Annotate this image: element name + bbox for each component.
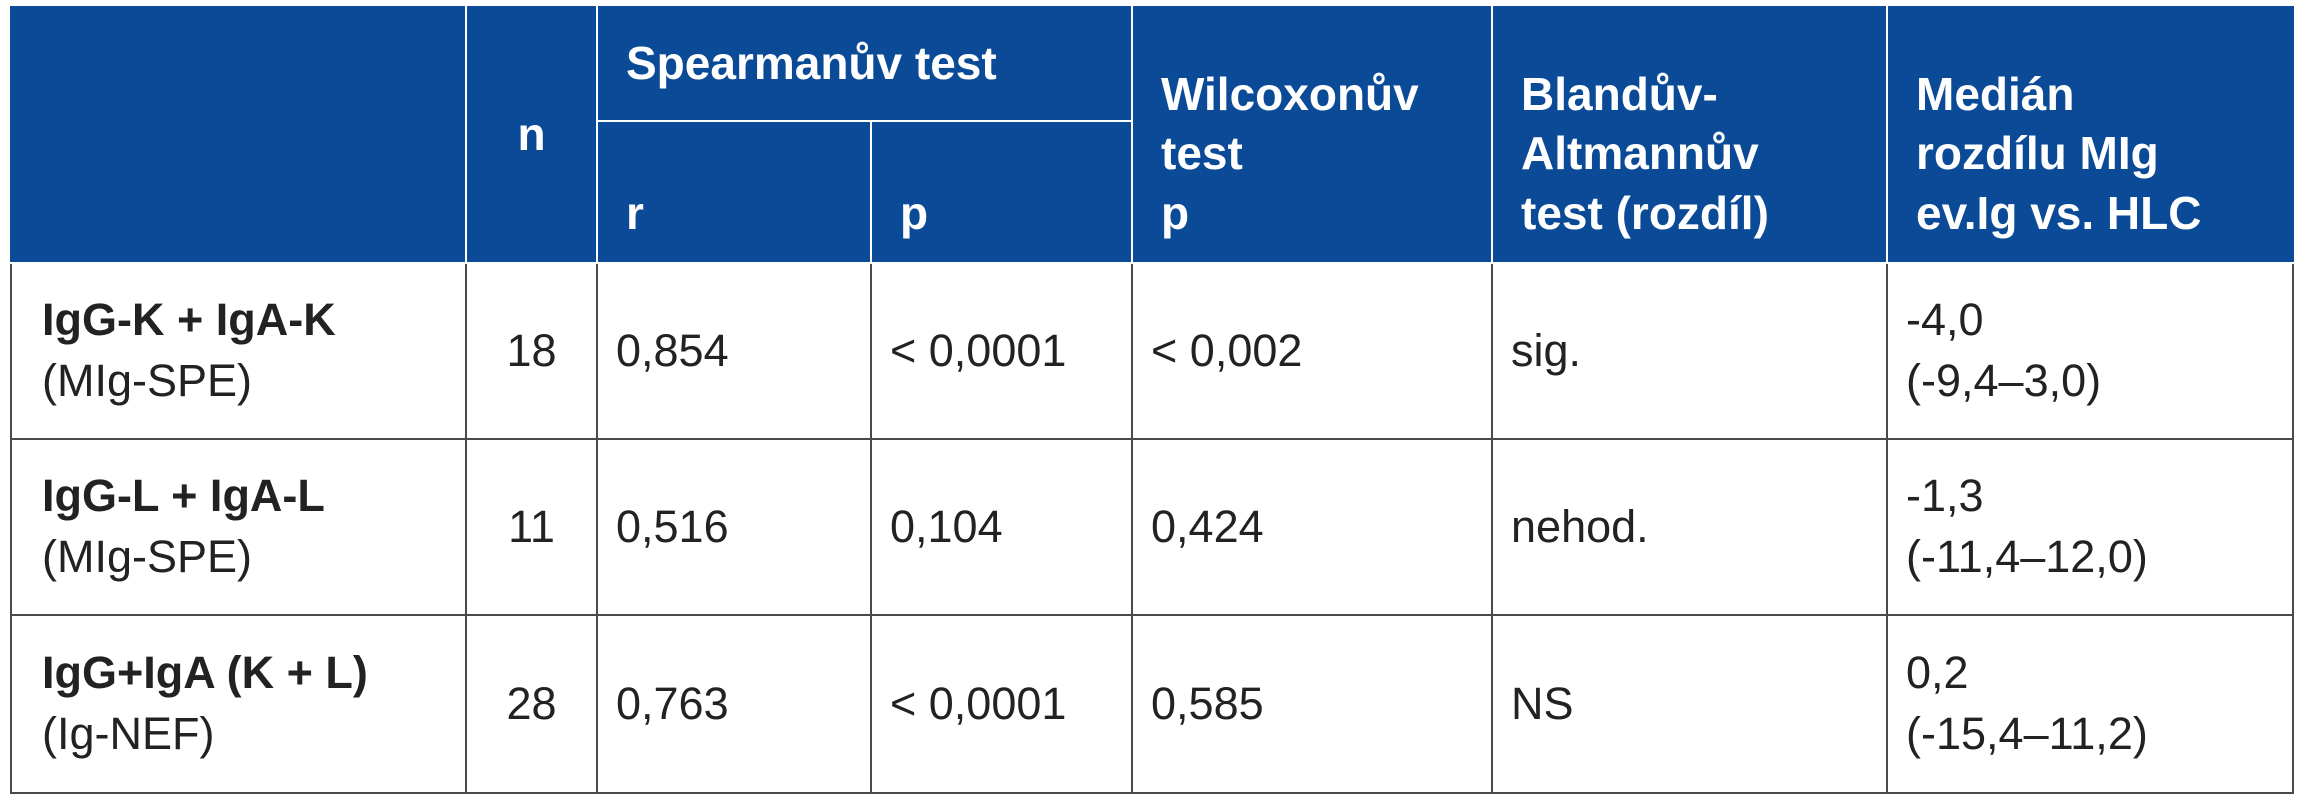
cell-bland-altman: nehod. [1491,438,1889,616]
cell-p: < 0,0001 [869,614,1134,794]
cell-median-value: -4,0 [1906,294,1984,346]
statistics-table: n Spearmanův test Wilcoxonův test p Blan… [10,6,2295,794]
cell-median-value: 0,2 [1906,647,1969,699]
header-bland-line3: test (rozdíl) [1521,187,1769,240]
row-label-sub: (Ig-NEF) [42,708,215,759]
header-median-line3: ev.Ig vs. HLC [1916,187,2202,240]
cell-n: 28 [465,614,598,794]
cell-r: 0,763 [596,614,872,794]
cell-median: -1,3 (-11,4–12,0) [1886,438,2295,616]
cell-median-range: (-11,4–12,0) [1906,531,2148,582]
row-label: IgG-L + IgA-L (MIg-SPE) [10,438,467,616]
header-bland-altman: Blandův- Altmannův test (rozdíl) [1491,6,1889,264]
cell-p: < 0,0001 [869,262,1134,440]
cell-median-range: (-9,4–3,0) [1906,355,2102,406]
table-row: IgG-K + IgA-K (MIg-SPE) 18 0,854 < 0,000… [10,262,2295,440]
header-wilcoxon: Wilcoxonův test p [1131,6,1494,264]
header-wilcoxon-line2: test [1161,127,1243,180]
cell-median: 0,2 (-15,4–11,2) [1886,614,2295,794]
row-label-main: IgG-K + IgA-K [42,294,336,346]
cell-r: 0,854 [596,262,872,440]
header-median-line1: Medián [1916,67,2075,120]
row-label-main: IgG-L + IgA-L [42,470,325,522]
header-spearman: Spearmanův test [595,6,1134,122]
header-bland-line1: Blandův- [1521,67,1718,120]
cell-median-range: (-15,4–11,2) [1906,708,2148,759]
header-wilcoxon-line3: p [1161,187,1190,240]
cell-wilcoxon-p: 0,585 [1131,614,1494,794]
header-spearman-r: r [596,120,872,264]
cell-bland-altman: sig. [1491,262,1889,440]
table-row: IgG-L + IgA-L (MIg-SPE) 11 0,516 0,104 0… [10,438,2295,616]
cell-p: 0,104 [869,438,1134,616]
row-label-sub: (MIg-SPE) [42,355,253,406]
cell-wilcoxon-p: 0,424 [1131,438,1494,616]
row-label-sub: (MIg-SPE) [42,531,253,582]
header-bland-line2: Altmannův [1521,127,1759,180]
cell-wilcoxon-p: < 0,002 [1131,262,1494,440]
cell-bland-altman: NS [1491,614,1889,794]
row-label: IgG+IgA (K + L) (Ig-NEF) [10,614,467,794]
header-median: Medián rozdílu MIg ev.Ig vs. HLC [1886,6,2295,264]
row-label: IgG-K + IgA-K (MIg-SPE) [10,262,467,440]
cell-n: 11 [465,438,598,616]
table-row: IgG+IgA (K + L) (Ig-NEF) 28 0,763 < 0,00… [10,614,2295,794]
header-median-line2: rozdílu MIg [1916,127,2159,180]
header-spearman-p: p [869,120,1134,264]
row-label-main: IgG+IgA (K + L) [42,647,368,699]
cell-n: 18 [465,262,598,440]
cell-median: -4,0 (-9,4–3,0) [1886,262,2295,440]
header-empty-cell [10,6,467,264]
header-wilcoxon-line1: Wilcoxonův [1161,67,1419,120]
header-n: n [465,6,598,264]
cell-median-value: -1,3 [1906,470,1984,522]
cell-r: 0,516 [596,438,872,616]
